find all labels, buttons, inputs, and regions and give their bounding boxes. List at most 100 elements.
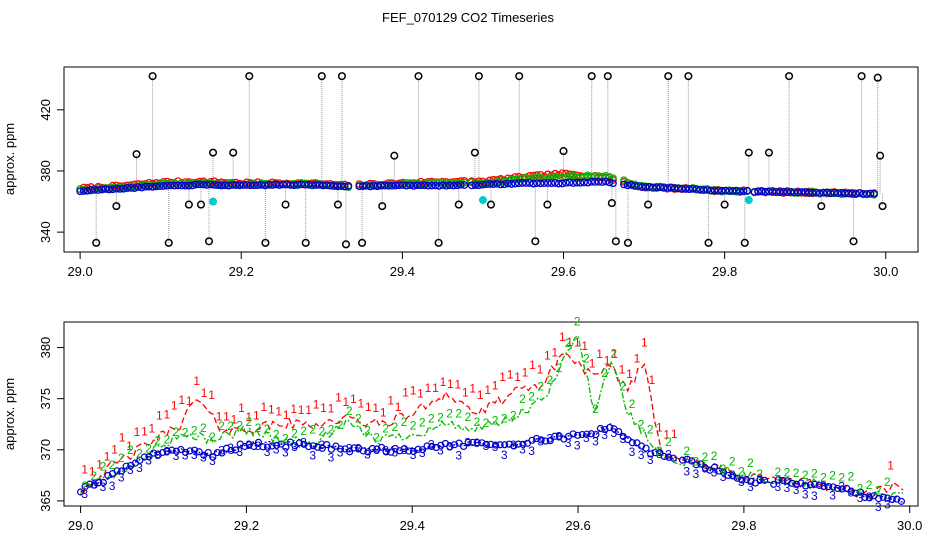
blue-point [431, 181, 440, 190]
blue-point [736, 187, 744, 195]
blue-point [409, 182, 418, 190]
series-3-point [163, 447, 171, 455]
series-3-label: 3 [291, 440, 298, 454]
series-3-label: 3 [264, 445, 271, 459]
series-3-point [414, 445, 422, 454]
blue-point [591, 178, 599, 186]
blue-point [152, 182, 161, 191]
blue-point [862, 190, 871, 198]
blue-point [649, 183, 657, 192]
blue-point [420, 181, 429, 190]
blue-point [710, 186, 719, 195]
blue-point [337, 182, 345, 191]
series-2-label: 2 [574, 314, 581, 328]
outlier-point [704, 238, 713, 247]
series-3-point [323, 440, 331, 449]
green-point [522, 174, 530, 182]
blue-point [609, 179, 617, 188]
series-2-label: 2 [437, 410, 444, 424]
blue-point [833, 189, 842, 197]
blue-point [87, 186, 95, 194]
blue-point [319, 181, 327, 190]
series-1-label: 1 [193, 374, 200, 388]
series-3-point [829, 483, 837, 491]
series-3-label: 3 [437, 443, 444, 457]
top-x-tick-label-29.8: 29.8 [712, 264, 737, 279]
series-3-label: 3 [838, 479, 845, 493]
series-2-label: 2 [884, 475, 891, 489]
series-3-point [245, 441, 253, 449]
blue-point [855, 189, 864, 197]
series-1-label: 1 [283, 408, 290, 422]
blue-point [174, 181, 182, 190]
series-3-label: 3 [857, 491, 864, 505]
blue-point [562, 178, 570, 187]
series-3-label: 3 [702, 462, 709, 476]
series-3-point [145, 452, 153, 461]
blue-point [674, 184, 683, 193]
series-3-label: 3 [601, 428, 608, 442]
series-2-label: 2 [364, 424, 371, 438]
blue-point [297, 180, 306, 189]
blue-point [786, 187, 795, 196]
series-1-label: 1 [119, 431, 126, 445]
green-point [536, 174, 545, 182]
blue-point [721, 186, 730, 195]
series-1-label: 1 [566, 335, 573, 349]
series-3-point [218, 449, 226, 457]
series-1-label: 1 [89, 465, 96, 479]
series-3-label: 3 [81, 487, 88, 501]
outlier-point [414, 72, 423, 81]
bottom-y-tick-label-375: 375 [38, 388, 53, 410]
series-2-label: 2 [547, 373, 554, 387]
series-1-label: 1 [581, 339, 588, 353]
series-1-label: 1 [574, 336, 581, 350]
series-2-label: 2 [802, 468, 809, 482]
series-1-label: 1 [425, 381, 432, 395]
blue-point [446, 181, 454, 190]
series-2-label: 2 [592, 402, 599, 416]
series-3-label: 3 [483, 439, 490, 453]
blue-point [688, 185, 697, 193]
series-3-point [377, 443, 386, 451]
blue-point [678, 184, 686, 193]
blue-point [518, 179, 527, 187]
blue-point [482, 180, 491, 189]
blue-point [743, 187, 752, 195]
series-3-point [528, 436, 536, 444]
series-2-label: 2 [656, 444, 663, 458]
series-2-label: 2 [847, 469, 854, 483]
series-1-label: 1 [596, 347, 603, 361]
outlier-point [358, 238, 367, 247]
series-2-label: 2 [91, 469, 98, 483]
series-3-point [751, 479, 760, 487]
series-2-label: 2 [227, 419, 234, 433]
series-3-point [273, 441, 281, 449]
series-3-point [697, 460, 705, 468]
series-3-label: 3 [847, 485, 854, 499]
top-x-tick-label-29.6: 29.6 [551, 264, 576, 279]
series-3-label: 3 [665, 447, 672, 461]
green-point [518, 174, 527, 183]
series-3-label: 3 [738, 475, 745, 489]
outlier-point [390, 151, 399, 160]
blue-point [217, 181, 226, 190]
series-1-label: 1 [537, 362, 544, 376]
series-3-point [314, 443, 322, 451]
series-3-point [195, 448, 203, 456]
series-3-point [491, 441, 500, 449]
outlier-point [785, 72, 794, 81]
series-3-point [368, 444, 377, 453]
series-2-label: 2 [793, 466, 800, 480]
series-3-label: 3 [446, 439, 453, 453]
blue-point [587, 177, 596, 186]
blue-point [112, 184, 121, 193]
series-1-label: 1 [134, 425, 141, 439]
blue-point [638, 183, 646, 191]
series-3-point [852, 489, 860, 497]
series-3-label: 3 [282, 446, 289, 460]
series-2-label: 2 [109, 458, 116, 472]
series-3-point [423, 442, 431, 450]
series-3-point [605, 423, 614, 432]
blue-point [728, 187, 737, 195]
